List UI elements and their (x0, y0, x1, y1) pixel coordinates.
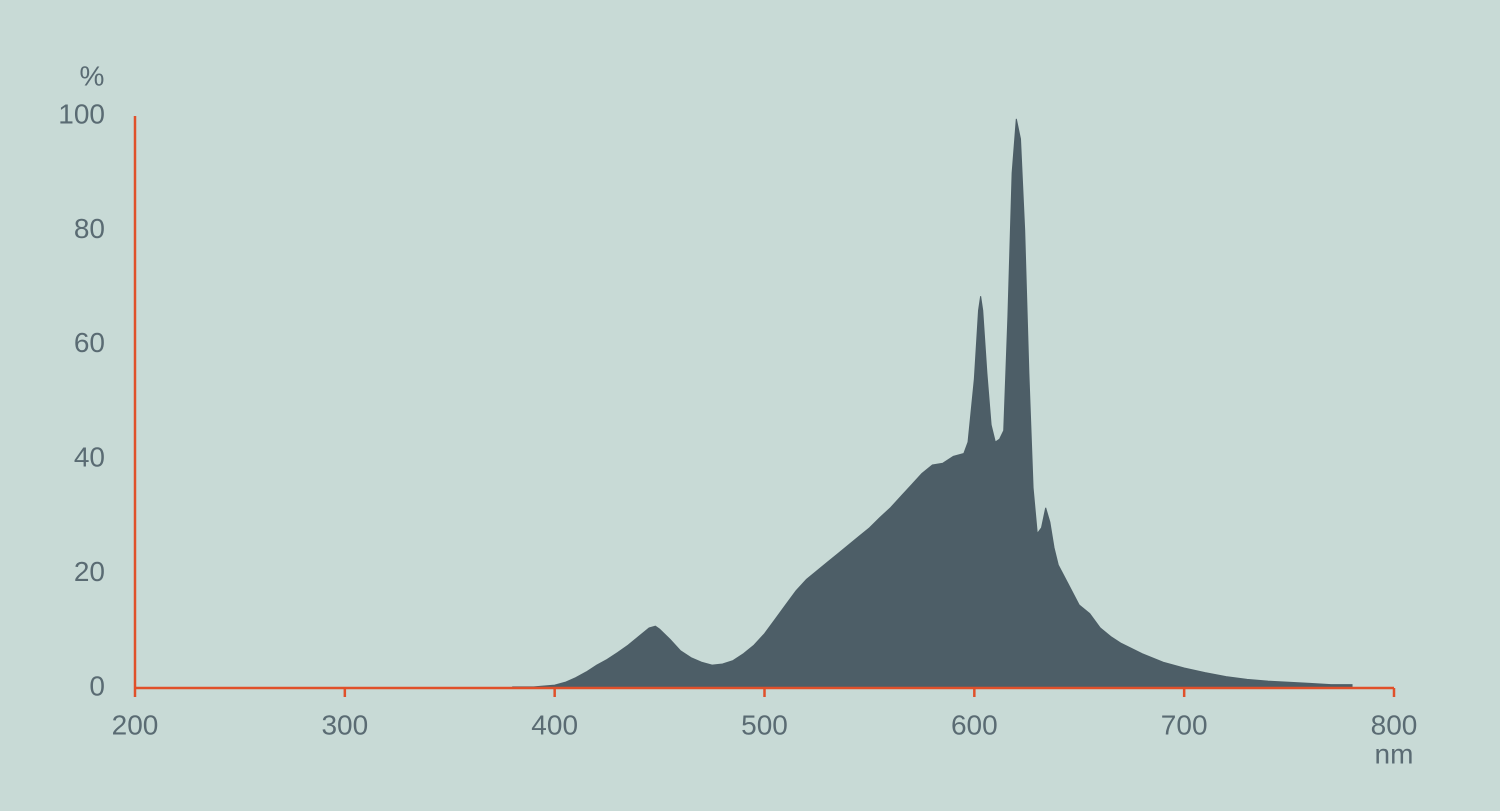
x-tick-label: 200 (112, 709, 159, 740)
y-tick-label: 100 (58, 98, 105, 129)
x-tick-label: 700 (1161, 709, 1208, 740)
y-tick-label: 0 (89, 670, 105, 701)
x-tick-label: 800 (1371, 709, 1418, 740)
x-tick-label: 400 (531, 709, 578, 740)
y-tick-label: 20 (74, 556, 105, 587)
y-tick-label: 80 (74, 213, 105, 244)
spectrum-area (512, 118, 1353, 689)
x-tick-label: 500 (741, 709, 788, 740)
y-tick-label: 60 (74, 327, 105, 358)
x-unit: nm (1375, 738, 1414, 769)
y-tick-label: 40 (74, 442, 105, 473)
x-tick-label: 600 (951, 709, 998, 740)
x-tick-label: 300 (321, 709, 368, 740)
y-unit: % (80, 60, 105, 91)
